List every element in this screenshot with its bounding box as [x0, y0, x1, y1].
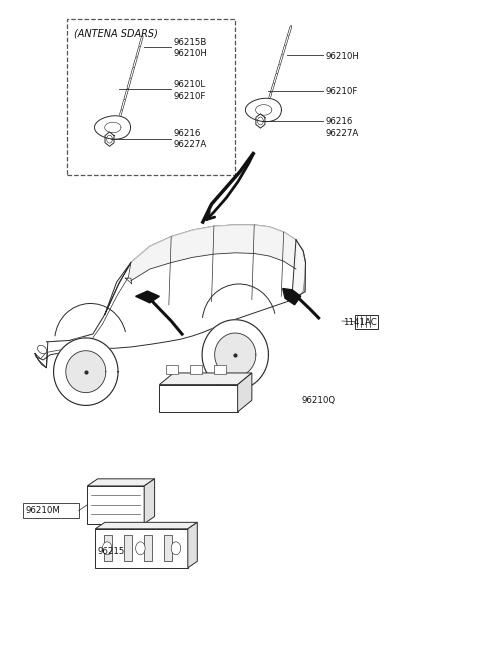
Bar — [104, 535, 112, 561]
Polygon shape — [292, 240, 305, 296]
Polygon shape — [54, 338, 118, 405]
Text: 96216
96227A: 96216 96227A — [325, 117, 359, 138]
Text: 96210Q: 96210Q — [301, 396, 336, 405]
Polygon shape — [159, 373, 252, 384]
Polygon shape — [355, 314, 378, 329]
Polygon shape — [131, 225, 296, 281]
Text: 96216
96227A: 96216 96227A — [174, 129, 207, 149]
Bar — [23, 503, 79, 519]
Bar — [124, 535, 132, 561]
Polygon shape — [202, 320, 268, 390]
Polygon shape — [159, 384, 238, 412]
Polygon shape — [87, 486, 144, 523]
Circle shape — [136, 542, 145, 555]
Bar — [164, 535, 172, 561]
Polygon shape — [238, 373, 252, 412]
Polygon shape — [188, 522, 197, 568]
Polygon shape — [144, 479, 155, 523]
Text: 96210M: 96210M — [25, 506, 60, 515]
Circle shape — [171, 542, 180, 555]
Polygon shape — [47, 263, 131, 352]
Polygon shape — [35, 225, 305, 367]
Bar — [144, 535, 152, 561]
Text: 96210H: 96210H — [325, 52, 359, 60]
Text: 1141AC: 1141AC — [343, 318, 377, 327]
Text: 96210F: 96210F — [325, 87, 358, 96]
Polygon shape — [215, 333, 256, 377]
Polygon shape — [87, 479, 155, 486]
FancyBboxPatch shape — [67, 19, 235, 175]
FancyBboxPatch shape — [167, 365, 179, 373]
Text: 96215: 96215 — [97, 547, 125, 556]
Ellipse shape — [37, 345, 47, 354]
Polygon shape — [96, 529, 188, 568]
Polygon shape — [66, 350, 106, 392]
Polygon shape — [96, 522, 197, 529]
Polygon shape — [105, 132, 114, 146]
Text: 96215B
96210H: 96215B 96210H — [174, 38, 207, 58]
Polygon shape — [136, 291, 159, 303]
Text: 96210L
96210F: 96210L 96210F — [174, 81, 206, 100]
FancyBboxPatch shape — [190, 365, 202, 373]
FancyBboxPatch shape — [214, 365, 226, 373]
Polygon shape — [283, 289, 301, 305]
Polygon shape — [119, 225, 303, 328]
Circle shape — [102, 542, 112, 555]
Text: (ANTENA SDARS): (ANTENA SDARS) — [74, 29, 158, 39]
Polygon shape — [105, 263, 131, 314]
Polygon shape — [245, 98, 281, 122]
Polygon shape — [95, 116, 131, 139]
Polygon shape — [256, 114, 265, 128]
